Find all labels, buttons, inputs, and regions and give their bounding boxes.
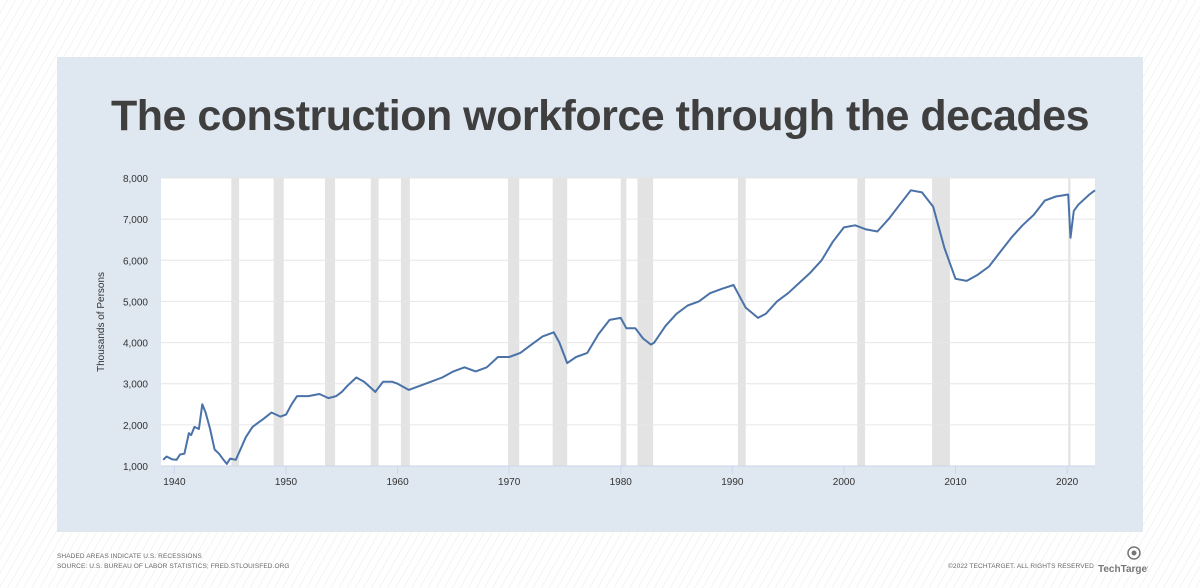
techtarget-logo: TechTarget [1098, 545, 1151, 575]
recession-band [370, 178, 379, 466]
recession-band [857, 178, 866, 466]
recession-band [737, 178, 746, 466]
recession-note: SHADED AREAS INDICATE U.S. RECESSIONS [57, 553, 202, 560]
recession-band [273, 178, 284, 466]
plot-area [161, 178, 1095, 466]
y-tick-label: 7,000 [123, 215, 148, 226]
y-tick-label: 6,000 [123, 256, 148, 267]
y-tick-label: 2,000 [123, 421, 148, 432]
recession-band [552, 178, 568, 466]
x-tick-label: 2020 [1056, 477, 1079, 488]
recession-band [1068, 178, 1071, 466]
y-tick-label: 8,000 [123, 174, 148, 185]
recession-band [325, 178, 336, 466]
x-tick-label: 1940 [163, 477, 186, 488]
x-tick-label: 1950 [275, 477, 298, 488]
recession-band [231, 178, 240, 466]
series-line [162, 189, 1096, 465]
y-tick-label: 4,000 [123, 339, 148, 350]
x-tick-label: 2010 [944, 477, 967, 488]
recession-band [508, 178, 520, 466]
x-tick-label: 1960 [386, 477, 409, 488]
y-axis-label: Thousands of Persons [96, 272, 107, 372]
recession-band [932, 178, 950, 466]
recession-band [637, 178, 654, 466]
page-title: The construction workforce through the d… [110, 92, 1090, 140]
y-tick-label: 5,000 [123, 297, 148, 308]
svg-text:TechTarget: TechTarget [1098, 564, 1148, 575]
copyright: ©2022 TECHTARGET. ALL RIGHTS RESERVED [948, 563, 1094, 570]
y-tick-label: 3,000 [123, 380, 148, 391]
recession-band [400, 178, 410, 466]
x-tick-label: 2000 [833, 477, 856, 488]
source-note: SOURCE: U.S. BUREAU OF LABOR STATISTICS;… [57, 563, 290, 570]
y-tick-label: 1,000 [123, 462, 148, 473]
x-tick-label: 1980 [610, 477, 633, 488]
x-tick-label: 1970 [498, 477, 521, 488]
x-tick-label: 1990 [721, 477, 744, 488]
